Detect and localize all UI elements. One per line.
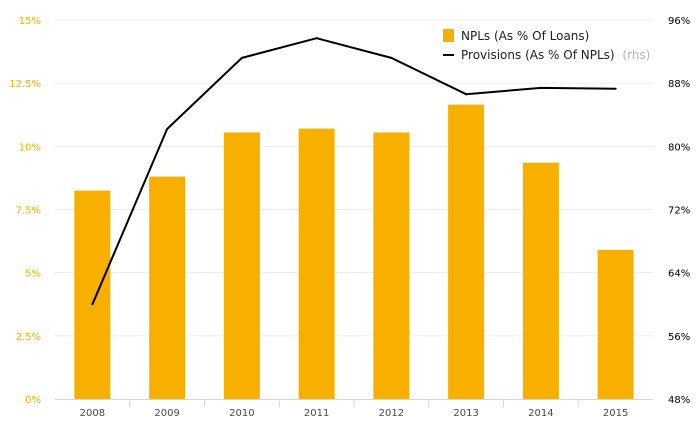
x-tick-label: 2010: [229, 408, 254, 419]
bar-npl: [448, 104, 485, 399]
provisions-point: [166, 127, 169, 130]
bar-npl: [373, 132, 410, 400]
x-tick-label: 2009: [154, 408, 179, 419]
left-tick-label: 2.5%: [16, 332, 41, 343]
x-tick-label: 2008: [80, 408, 105, 419]
x-tick-label: 2013: [453, 408, 478, 419]
bar-npl: [298, 128, 335, 399]
left-y-axis: 0% 2.5% 5% 7.5% 10% 12.5% 15%: [9, 16, 41, 406]
provisions-point: [240, 56, 243, 59]
bar-npl: [223, 132, 260, 400]
left-tick-label: 12.5%: [9, 79, 41, 90]
right-tick-label: 48%: [668, 395, 690, 406]
provisions-point: [315, 37, 318, 40]
legend-label-rhs-suffix: (rhs): [622, 48, 650, 62]
x-tick-label: 2012: [379, 408, 404, 419]
gridlines: [55, 19, 653, 337]
left-tick-label: 5%: [25, 269, 41, 280]
bar-npl: [74, 190, 111, 399]
right-tick-label: 80%: [668, 142, 690, 153]
left-tick-label: 0%: [25, 395, 41, 406]
npl-bars: [74, 104, 634, 400]
provisions-line: [91, 37, 616, 305]
provisions-point: [465, 93, 468, 96]
legend-label-provisions: Provisions (As % Of NPLs) (rhs): [461, 48, 650, 62]
provisions-point: [614, 87, 617, 90]
right-tick-label: 96%: [668, 16, 690, 27]
right-tick-label: 88%: [668, 79, 690, 90]
x-tick-label: 2014: [528, 408, 553, 419]
right-y-axis: 48% 56% 64% 72% 80% 88% 96%: [668, 16, 690, 406]
bar-npl: [149, 176, 186, 399]
legend-label-npls: NPLs (As % Of Loans): [461, 29, 589, 43]
right-tick-label: 72%: [668, 206, 690, 217]
left-tick-label: 10%: [19, 142, 41, 153]
bar-npl: [522, 162, 559, 399]
provisions-point: [91, 303, 94, 306]
x-tick-label: 2011: [304, 408, 329, 419]
right-tick-label: 64%: [668, 269, 690, 280]
provisions-line-series: [91, 37, 617, 306]
left-tick-label: 15%: [19, 16, 41, 27]
provisions-point: [390, 56, 393, 59]
legend-swatch-npls: [443, 29, 454, 42]
bar-npl: [597, 249, 634, 399]
legend: NPLs (As % Of Loans) Provisions (As % Of…: [443, 29, 650, 62]
left-tick-label: 7.5%: [16, 206, 41, 217]
x-tick-label: 2015: [603, 408, 628, 419]
legend-label-provisions-main: Provisions (As % Of NPLs): [461, 48, 615, 62]
right-tick-label: 56%: [668, 332, 690, 343]
provisions-point: [539, 86, 542, 89]
x-axis: 2008 2009 2010 2011 2012 2013 2014 2015: [55, 399, 653, 419]
